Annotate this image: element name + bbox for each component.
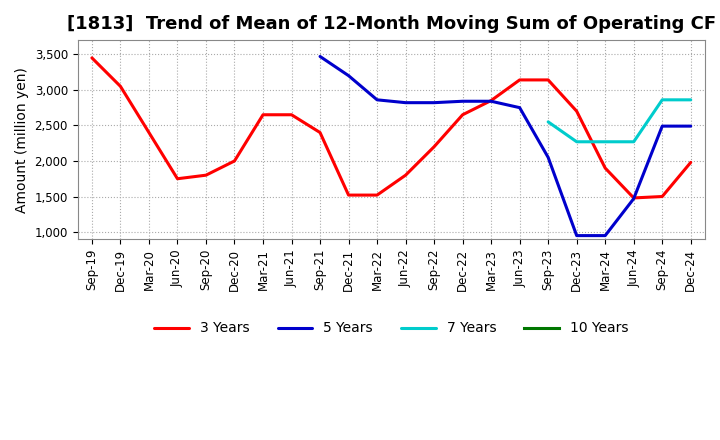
5 Years bbox=[544, 155, 552, 160]
Line: 5 Years: 5 Years bbox=[320, 56, 690, 235]
3 Years bbox=[287, 112, 296, 117]
7 Years bbox=[544, 119, 552, 125]
3 Years bbox=[658, 194, 667, 199]
7 Years bbox=[658, 97, 667, 103]
Y-axis label: Amount (million yen): Amount (million yen) bbox=[15, 67, 29, 213]
5 Years bbox=[401, 100, 410, 105]
3 Years bbox=[202, 172, 210, 178]
3 Years bbox=[230, 158, 239, 164]
3 Years bbox=[544, 77, 552, 83]
3 Years bbox=[116, 84, 125, 89]
5 Years bbox=[315, 54, 324, 59]
Line: 3 Years: 3 Years bbox=[92, 58, 690, 198]
3 Years bbox=[629, 195, 638, 201]
7 Years bbox=[686, 97, 695, 103]
5 Years bbox=[658, 124, 667, 129]
5 Years bbox=[487, 99, 495, 104]
5 Years bbox=[686, 124, 695, 129]
5 Years bbox=[373, 97, 382, 103]
5 Years bbox=[430, 100, 438, 105]
3 Years bbox=[145, 130, 153, 135]
3 Years bbox=[88, 55, 96, 61]
3 Years bbox=[487, 98, 495, 103]
5 Years bbox=[572, 233, 581, 238]
7 Years bbox=[572, 139, 581, 144]
3 Years bbox=[601, 165, 610, 171]
5 Years bbox=[459, 99, 467, 104]
3 Years bbox=[516, 77, 524, 83]
3 Years bbox=[572, 109, 581, 114]
3 Years bbox=[430, 144, 438, 150]
3 Years bbox=[373, 192, 382, 198]
3 Years bbox=[686, 160, 695, 165]
Title: [1813]  Trend of Mean of 12-Month Moving Sum of Operating CF: [1813] Trend of Mean of 12-Month Moving … bbox=[67, 15, 716, 33]
Line: 7 Years: 7 Years bbox=[548, 100, 690, 142]
7 Years bbox=[601, 139, 610, 144]
5 Years bbox=[516, 105, 524, 110]
Legend: 3 Years, 5 Years, 7 Years, 10 Years: 3 Years, 5 Years, 7 Years, 10 Years bbox=[149, 316, 634, 341]
5 Years bbox=[601, 233, 610, 238]
5 Years bbox=[629, 196, 638, 201]
3 Years bbox=[459, 112, 467, 117]
3 Years bbox=[315, 130, 324, 135]
3 Years bbox=[401, 172, 410, 178]
3 Years bbox=[344, 192, 353, 198]
3 Years bbox=[258, 112, 267, 117]
5 Years bbox=[344, 73, 353, 78]
3 Years bbox=[173, 176, 181, 181]
7 Years bbox=[629, 139, 638, 144]
